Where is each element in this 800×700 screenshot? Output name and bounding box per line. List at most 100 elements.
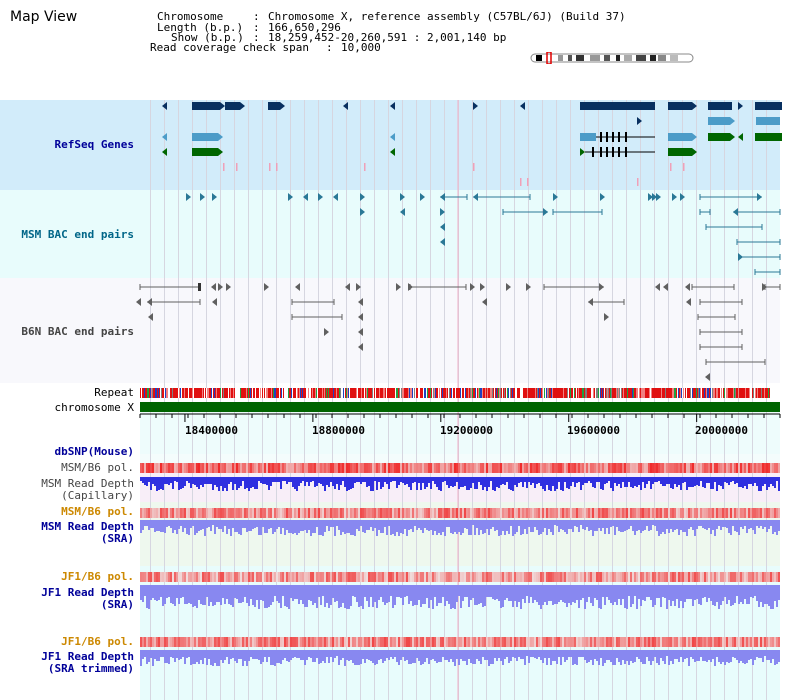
repeat-segment (499, 388, 500, 398)
depth-bar (502, 477, 504, 484)
pol-cell (588, 508, 590, 518)
repeat-segment (281, 388, 282, 398)
depth-bar (500, 520, 502, 535)
repeat-segment (532, 388, 533, 398)
pol-cell (202, 463, 204, 473)
pol-cell (604, 508, 606, 518)
pol-cell (290, 572, 292, 582)
b6n-bac-label[interactable]: B6N BAC end pairs (21, 325, 134, 338)
repeat-segment (714, 388, 715, 398)
pol-cell (706, 637, 708, 647)
depth-bar (602, 477, 604, 490)
depth-bar (440, 650, 442, 662)
depth-bar (690, 585, 692, 599)
pol-cell (722, 508, 724, 518)
pol-cell (466, 463, 468, 473)
depth-bar (228, 585, 230, 604)
mark (683, 163, 685, 171)
gene-arrow (738, 133, 743, 141)
depth-bar (564, 477, 566, 482)
depth-bar (306, 650, 308, 660)
depth-bar (244, 520, 246, 528)
depth-bar (586, 520, 588, 527)
depth-bar (448, 520, 450, 527)
depth-bar (460, 585, 462, 608)
pol-cell (668, 637, 670, 647)
repeat-segment (739, 388, 740, 398)
pol-cell (774, 572, 776, 582)
depth-bar (592, 520, 594, 536)
pol-cell (508, 572, 510, 582)
pol-cell (722, 637, 724, 647)
pol-cell (350, 637, 352, 647)
msm-b6-pol-capillary-label[interactable]: MSM/B6 pol. (61, 461, 134, 474)
repeat-segment (605, 388, 606, 398)
pol-cell (708, 463, 710, 473)
pol-cell (688, 572, 690, 582)
pol-cell (594, 572, 596, 582)
depth-bar (218, 477, 220, 491)
msm-read-depth-capillary-label[interactable]: MSM Read Depth (41, 477, 134, 490)
jf1-read-depth-trimmed-label[interactable]: JF1 Read Depth (41, 650, 134, 663)
pol-cell (678, 637, 680, 647)
depth-bar (452, 650, 454, 662)
pol-cell (576, 508, 578, 518)
depth-bar (442, 650, 444, 657)
refseq-genes-label[interactable]: RefSeq Genes (54, 138, 134, 151)
pol-cell (776, 463, 778, 473)
msm-b6-pol-sra-label[interactable]: MSM/B6 pol. (61, 505, 134, 518)
depth-bar (324, 650, 326, 663)
pol-cell (634, 637, 636, 647)
pol-cell (486, 508, 488, 518)
depth-bar (750, 520, 752, 528)
pol-cell (434, 637, 436, 647)
pol-cell (718, 463, 720, 473)
depth-bar (408, 585, 410, 604)
depth-bar (406, 520, 408, 536)
depth-bar (188, 585, 190, 603)
depth-bar (440, 477, 442, 491)
chromosome-ideogram[interactable] (528, 52, 698, 64)
depth-bar (622, 477, 624, 482)
jf1-read-depth-sra-label[interactable]: JF1 Read Depth (41, 586, 134, 599)
depth-bar (208, 477, 210, 484)
gene-arrow (692, 133, 697, 141)
pol-cell (266, 572, 268, 582)
pol-cell (692, 463, 694, 473)
pol-cell (166, 572, 168, 582)
pol-cell (670, 572, 672, 582)
pol-cell (158, 463, 160, 473)
depth-bar (732, 477, 734, 481)
depth-bar (274, 520, 276, 532)
pol-cell (560, 572, 562, 582)
repeat-segment (572, 388, 573, 398)
repeat-segment (170, 388, 171, 398)
pol-cell (528, 508, 530, 518)
depth-bar (480, 650, 482, 664)
msm-bac-label[interactable]: MSM BAC end pairs (21, 228, 134, 241)
depth-bar (614, 520, 616, 535)
repeat-segment (397, 388, 398, 398)
depth-bar (172, 520, 174, 533)
depth-bar (678, 650, 680, 662)
pol-cell (470, 572, 472, 582)
jf1-b6-pol-label[interactable]: JF1/B6 pol. (61, 570, 134, 583)
dbsnp-label[interactable]: dbSNP(Mouse) (54, 445, 134, 458)
repeat-segment (678, 388, 679, 398)
depth-bar (688, 650, 690, 666)
msm-read-depth-sra-label[interactable]: MSM Read Depth (41, 520, 134, 533)
depth-bar (430, 585, 432, 600)
depth-bar (382, 585, 384, 602)
pol-cell (184, 637, 186, 647)
jf1-b6-pol-2-label[interactable]: JF1/B6 pol. (61, 635, 134, 648)
depth-bar (326, 477, 328, 485)
depth-bar (490, 585, 492, 597)
depth-bar (410, 520, 412, 529)
pol-cell (618, 637, 620, 647)
repeat-segment (300, 388, 301, 398)
pol-cell (588, 572, 590, 582)
depth-bar (730, 520, 732, 535)
pol-cell (530, 508, 532, 518)
pol-cell (232, 463, 234, 473)
depth-bar (664, 650, 666, 664)
